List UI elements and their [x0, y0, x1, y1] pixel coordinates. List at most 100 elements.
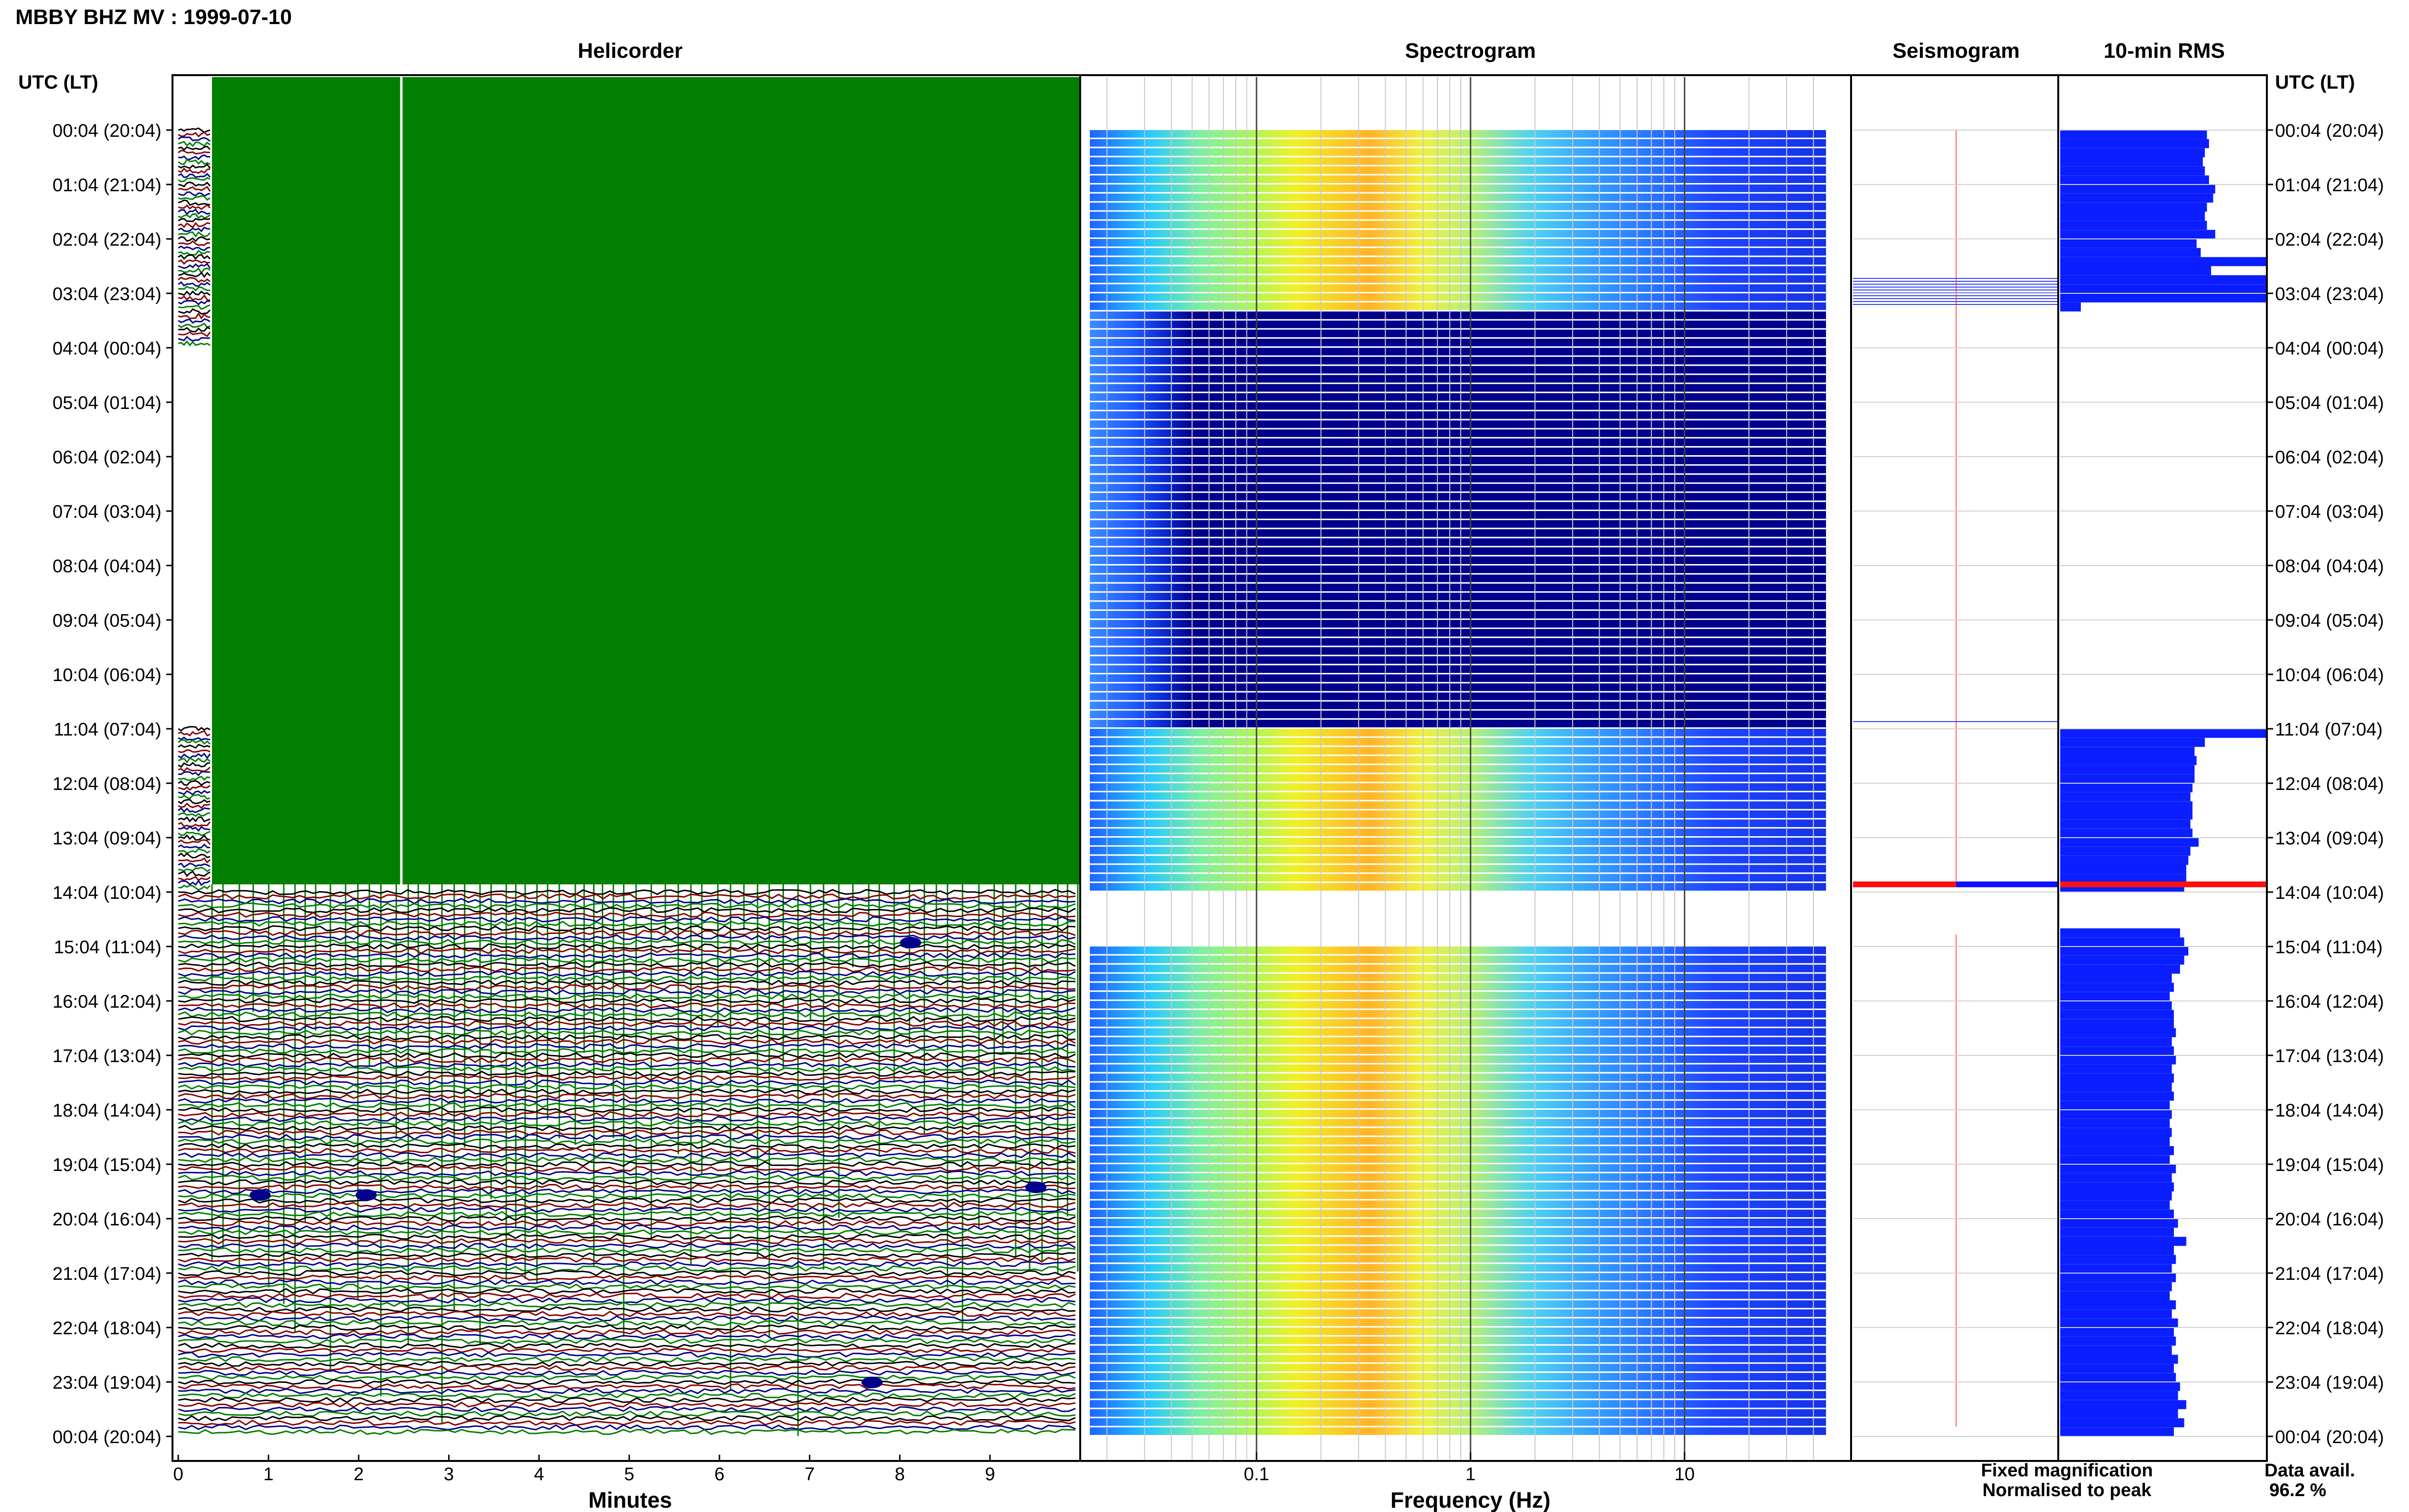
rms-bar: [2060, 1173, 2172, 1183]
rms-bar: [2060, 202, 2207, 212]
spectrogram-row: [1090, 638, 1826, 646]
helicorder-trace: [178, 1347, 1076, 1354]
spectrogram-row: [1090, 556, 1826, 564]
helicorder-trace: [178, 771, 211, 776]
helicorder-trace: [178, 1410, 1076, 1417]
helicorder-trace: [178, 1369, 1076, 1376]
rms-bar: [2060, 1354, 2178, 1364]
time-tick-right: 11:04 (07:04): [2275, 720, 2383, 740]
time-tick-right: 04:04 (00:04): [2275, 339, 2384, 359]
helicorder-trace: [178, 867, 211, 872]
rms-bar: [2060, 1210, 2174, 1219]
helicorder-trace: [178, 802, 211, 809]
time-tick-left: 11:04 (07:04): [54, 720, 161, 740]
spectrogram-row: [1090, 239, 1826, 247]
spectrogram-row: [1090, 502, 1826, 510]
rms-bar: [2060, 1409, 2178, 1419]
helicorder-trace: [178, 181, 211, 187]
spectrogram-row: [1090, 1128, 1826, 1136]
helicorder-trace: [178, 1075, 1076, 1081]
spectrogram-row: [1090, 402, 1826, 410]
spectrogram-row: [1090, 230, 1826, 237]
time-tick-left: 01:04 (21:04): [53, 175, 161, 196]
rms-bar: [2060, 874, 2186, 883]
helicorder-trace: [178, 907, 1076, 914]
helicorder-trace: [178, 1306, 1076, 1313]
spectrogram-row: [1090, 493, 1826, 501]
spectrogram-row: [1090, 656, 1826, 664]
spectrogram-row: [1090, 602, 1826, 610]
spectrogram-row: [1090, 311, 1826, 319]
spectrogram-row: [1090, 1364, 1826, 1372]
helicorder-trace: [178, 749, 211, 753]
helicorder-trace: [178, 889, 1076, 895]
rms-bar: [2060, 1101, 2170, 1110]
helicorder-trace: [178, 141, 211, 147]
helicorder-trace: [178, 136, 211, 142]
helicorder-trace: [178, 340, 211, 347]
spectrogram-row: [1090, 1373, 1826, 1381]
time-tick-right: 00:04 (20:04): [2275, 1427, 2384, 1447]
spectrogram-row: [1090, 1255, 1826, 1263]
rms-bar: [2060, 983, 2174, 992]
helicorder-trace: [178, 1383, 1076, 1390]
helicorder-trace: [178, 862, 211, 868]
time-tick-right: 09:04 (05:04): [2275, 611, 2384, 631]
rms-bar: [2060, 1255, 2176, 1264]
rms-bar: [2060, 792, 2191, 802]
helicorder-trace: [178, 1011, 1076, 1018]
spectrogram-row: [1090, 765, 1826, 773]
helicorder-trace: [178, 979, 1075, 986]
spectrogram-row: [1090, 257, 1826, 265]
spectrogram-row: [1090, 302, 1826, 310]
time-tick-right: 21:04 (17:04): [2275, 1264, 2384, 1284]
spectrogram-row: [1090, 148, 1826, 156]
spectrogram-row: [1090, 538, 1826, 546]
rms-normalised-bar: [2060, 881, 2267, 887]
time-tick-left: 04:04 (00:04): [53, 339, 161, 359]
helicorder-trace: [178, 952, 1076, 959]
spectrogram-row: [1090, 529, 1826, 537]
spectrogram-xtick-label: 10: [1674, 1464, 1694, 1485]
helicorder-trace: [178, 879, 211, 886]
helicorder-trace: [178, 943, 1076, 950]
spectrogram-row: [1090, 992, 1826, 999]
time-tick-left: 13:04 (09:04): [53, 828, 161, 849]
helicorder-trace: [178, 893, 1076, 900]
spectrogram-row: [1090, 1155, 1826, 1163]
rms-bar: [2060, 1300, 2176, 1310]
time-tick-right: 12:04 (08:04): [2275, 774, 2384, 794]
spectrogram-row: [1090, 438, 1826, 447]
helicorder-trace: [178, 1356, 1076, 1363]
spectrogram-row: [1090, 1182, 1826, 1190]
time-tick-left: 21:04 (17:04): [53, 1264, 161, 1284]
spectrogram-row: [1090, 973, 1826, 982]
rms-bar: [2060, 130, 2207, 139]
helicorder-trace: [178, 250, 211, 256]
spectrogram-row: [1090, 411, 1826, 419]
helicorder-trace: [178, 226, 211, 233]
spectrogram-row: [1090, 1019, 1826, 1027]
spectrogram-row: [1090, 774, 1826, 782]
rms-bar: [2060, 1400, 2186, 1409]
spectrogram-row: [1090, 1173, 1826, 1181]
helicorder-trace: [178, 185, 211, 192]
helicorder-trace: [178, 816, 211, 823]
time-tick-left: 00:04 (20:04): [53, 121, 161, 141]
spectrogram-row: [1090, 819, 1826, 828]
rms-bar: [2060, 275, 2267, 285]
spectrogram-row: [1090, 366, 1826, 374]
spectrogram-row: [1090, 1345, 1826, 1354]
right-axis-label: UTC (LT): [2275, 72, 2355, 93]
helicorder-trace: [178, 259, 211, 265]
time-tick-left: 18:04 (14:04): [53, 1101, 161, 1121]
spectrogram-row: [1090, 1037, 1826, 1045]
spectrogram-row: [1090, 1091, 1826, 1100]
helicorder-trace: [178, 322, 211, 329]
helicorder-trace: [178, 1161, 1076, 1168]
rms-bar: [2060, 139, 2209, 148]
data-avail-label: Data avail.: [2264, 1460, 2355, 1481]
spectrogram-row: [1090, 674, 1826, 682]
rms-bar: [2060, 1091, 2174, 1101]
spectrogram-row: [1090, 783, 1826, 791]
